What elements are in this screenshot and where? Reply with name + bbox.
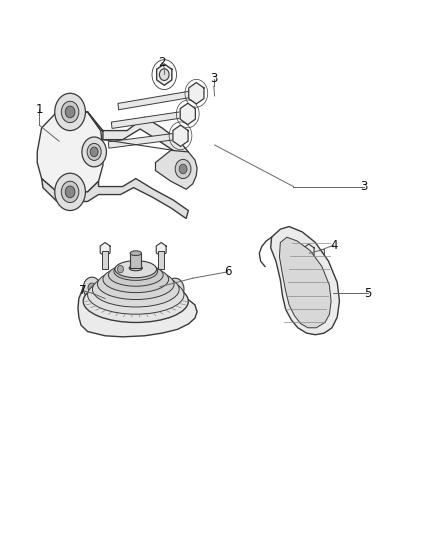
Polygon shape [118, 90, 197, 110]
Circle shape [55, 173, 85, 211]
Text: 7: 7 [78, 284, 86, 297]
Polygon shape [180, 103, 195, 125]
Circle shape [117, 265, 124, 273]
Ellipse shape [83, 280, 188, 322]
Circle shape [171, 284, 179, 294]
Polygon shape [156, 243, 166, 256]
Text: 4: 4 [330, 239, 338, 252]
Polygon shape [304, 260, 314, 275]
Polygon shape [309, 265, 324, 270]
Text: 2: 2 [158, 56, 166, 69]
Polygon shape [271, 227, 339, 335]
Circle shape [159, 69, 169, 80]
Ellipse shape [103, 266, 169, 293]
Polygon shape [158, 251, 164, 269]
Polygon shape [102, 251, 108, 269]
Ellipse shape [130, 251, 141, 256]
Polygon shape [57, 112, 188, 160]
Polygon shape [173, 125, 188, 147]
Circle shape [138, 280, 155, 301]
Ellipse shape [129, 265, 142, 271]
Circle shape [90, 147, 98, 157]
Circle shape [179, 164, 187, 174]
Circle shape [55, 93, 85, 131]
Polygon shape [100, 243, 110, 256]
Circle shape [61, 101, 79, 123]
Polygon shape [304, 244, 314, 259]
Circle shape [82, 137, 106, 167]
Ellipse shape [119, 261, 152, 275]
Polygon shape [111, 111, 188, 128]
Polygon shape [130, 253, 141, 268]
Circle shape [175, 159, 191, 179]
Text: 6: 6 [224, 265, 232, 278]
Circle shape [83, 277, 101, 298]
Circle shape [65, 186, 75, 198]
Polygon shape [189, 83, 204, 104]
Circle shape [65, 106, 75, 118]
Circle shape [87, 143, 101, 160]
Circle shape [143, 286, 151, 295]
Ellipse shape [114, 262, 158, 280]
Circle shape [88, 283, 96, 293]
Ellipse shape [88, 275, 184, 314]
Text: 1: 1 [35, 103, 43, 116]
Circle shape [166, 278, 184, 300]
Ellipse shape [109, 264, 163, 286]
Polygon shape [309, 249, 324, 254]
Ellipse shape [92, 272, 179, 307]
Text: 3: 3 [360, 180, 367, 193]
Ellipse shape [115, 261, 157, 278]
Polygon shape [37, 112, 103, 192]
Polygon shape [78, 284, 197, 337]
Circle shape [61, 181, 79, 203]
Polygon shape [42, 179, 188, 219]
Polygon shape [157, 64, 172, 85]
Polygon shape [155, 150, 197, 189]
Polygon shape [108, 133, 181, 148]
Text: 5: 5 [364, 287, 371, 300]
Ellipse shape [97, 269, 174, 300]
Text: 3: 3 [210, 72, 217, 85]
Polygon shape [279, 237, 331, 328]
